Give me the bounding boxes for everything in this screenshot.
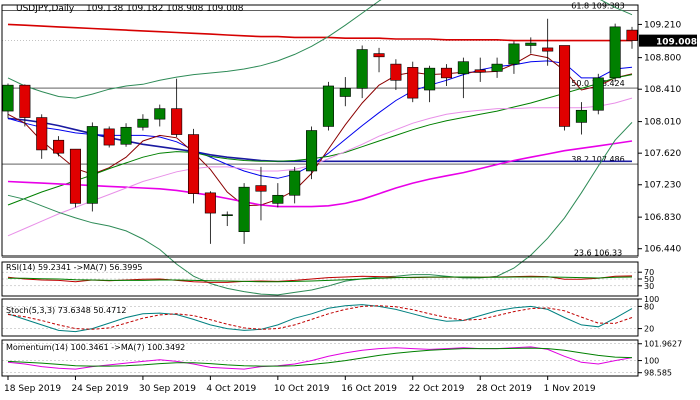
price-tick-label: 108.410 <box>644 85 681 95</box>
price-tick-label: 106.830 <box>644 213 681 223</box>
bull-candle <box>137 118 149 128</box>
date-tick-label: 28 Oct 2019 <box>476 384 532 394</box>
bear-candle <box>373 53 385 58</box>
overlay-line <box>7 53 633 207</box>
bull-candle <box>508 43 520 65</box>
bear-candle <box>255 185 267 192</box>
fib-level-label: 61.8 109.383 <box>571 1 624 10</box>
bull-candle <box>609 26 621 79</box>
indicator-tick-label: 70 <box>644 268 654 277</box>
indicator-tick-label: 98.585 <box>644 369 672 378</box>
bear-candle <box>171 108 183 135</box>
bear-candle <box>53 139 65 154</box>
bear-candle <box>204 192 216 214</box>
fib-level-label: 23.6 106.33 <box>574 249 622 258</box>
price-tick-label: 108.800 <box>644 54 681 64</box>
date-tick-label: 18 Sep 2019 <box>4 384 61 394</box>
bear-candle <box>36 117 48 151</box>
bull-candle <box>221 214 233 217</box>
overlay-line <box>7 140 633 208</box>
price-candles <box>2 18 638 244</box>
indicator-panel-frame <box>1 298 639 337</box>
bull-candle <box>306 130 318 172</box>
bear-candle <box>187 134 200 194</box>
date-tick-label: 22 Oct 2019 <box>409 384 465 394</box>
bull-candle <box>86 126 98 204</box>
date-tick-label: 1 Nov 2019 <box>544 384 596 394</box>
overlay-line <box>7 74 633 206</box>
bull-candle <box>322 85 334 127</box>
date-tick-label: 4 Oct 2019 <box>206 384 256 394</box>
overlay-line <box>7 117 632 163</box>
bear-candle <box>390 63 402 81</box>
fib-level-label: 38.2 107.486 <box>571 155 624 164</box>
indicator-line <box>7 346 633 370</box>
bull-candle <box>2 84 14 112</box>
current-price-box <box>639 34 697 47</box>
bear-candle <box>19 84 31 118</box>
bull-candle <box>592 77 604 111</box>
price-tick-label: 107.620 <box>644 149 681 159</box>
date-tick-label: 16 Oct 2019 <box>341 384 397 394</box>
bull-candle <box>120 126 132 145</box>
bear-candle <box>69 148 81 204</box>
date-tick-label: 30 Sep 2019 <box>139 384 196 394</box>
bull-candle <box>457 61 469 75</box>
bull-candle <box>154 108 166 120</box>
symbol-label: USDJPY,Daily <box>16 4 75 14</box>
bear-candle <box>626 29 638 41</box>
bear-candle <box>103 128 115 146</box>
date-tick-label: 24 Sep 2019 <box>71 384 128 394</box>
indicator-tick-label: 80 <box>644 302 654 311</box>
bull-candle <box>525 42 537 46</box>
main-panel-frame <box>1 4 639 257</box>
rsi-label: RSI(14) 59.2341 ->MA(7) 56.3995 <box>6 263 143 272</box>
bear-candle <box>440 67 453 79</box>
indicator-panel-frame <box>1 339 639 377</box>
indicator-tick-label: 100 <box>644 295 659 304</box>
indicator-line <box>7 305 633 330</box>
bull-candle <box>272 194 284 204</box>
bear-candle <box>542 47 554 52</box>
bull-candle <box>424 67 436 91</box>
overlay-line <box>7 97 633 237</box>
current-price-label: 109.008 <box>656 38 697 48</box>
indicator-panels <box>2 271 638 373</box>
bull-candle <box>491 63 503 72</box>
panel-frames <box>1 4 639 377</box>
indicator-line <box>8 276 633 283</box>
overlay-line <box>7 23 632 42</box>
indicator-tick-label: 50 <box>644 275 654 284</box>
ohlc-header: 109.138 109.182 108.908 109.008 <box>86 4 244 14</box>
indicator-tick-label: 20 <box>644 325 654 334</box>
price-tick-label: 106.440 <box>644 245 681 255</box>
date-tick-label: 10 Oct 2019 <box>274 384 330 394</box>
bear-candle <box>474 69 486 73</box>
momentum-label: Momentum(14) 100.3461 ->MA(7) 100.3492 <box>6 343 185 352</box>
indicator-line <box>7 347 633 367</box>
price-tick-label: 109.210 <box>644 20 681 30</box>
indicator-tick-label: 101.9627 <box>644 340 682 349</box>
bear-candle <box>559 45 571 127</box>
bull-candle <box>339 88 351 97</box>
indicator-line <box>7 304 633 333</box>
overlay-line <box>7 0 633 99</box>
axes: 109.210 108.800 108.410 108.010 107.620 107.2… <box>4 20 697 394</box>
price-tick-label: 108.010 <box>644 118 681 128</box>
bear-candle <box>407 67 419 99</box>
overlay-line <box>7 122 633 296</box>
indicator-tick-label: 30 <box>644 282 654 291</box>
price-tick-label: 107.230 <box>644 181 681 191</box>
indicator-tick-label: 100 <box>644 357 659 366</box>
price-overlays <box>7 0 633 296</box>
bull-candle <box>356 49 368 89</box>
bull-candle <box>289 170 301 196</box>
bull-candle <box>238 186 250 233</box>
stoch-label: Stoch(5,3,3) 73.6348 50.4712 <box>6 306 126 315</box>
bull-candle <box>575 109 587 123</box>
